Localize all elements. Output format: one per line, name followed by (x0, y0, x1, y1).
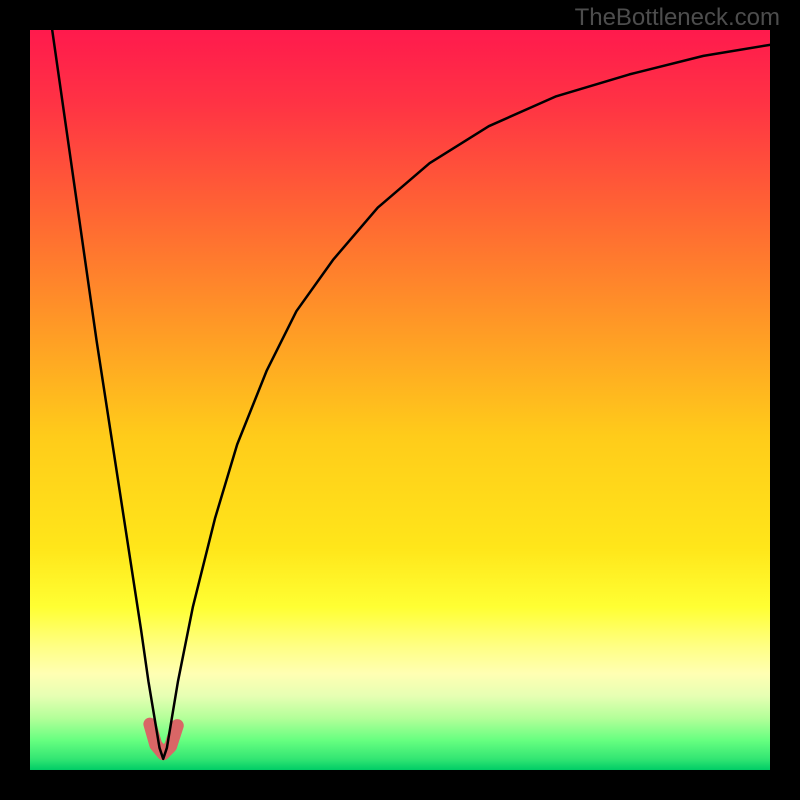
bottleneck-curve (52, 30, 770, 759)
watermark-text: TheBottleneck.com (575, 4, 780, 32)
chart-curve-layer (30, 30, 770, 770)
chart-plot-area (30, 30, 770, 770)
